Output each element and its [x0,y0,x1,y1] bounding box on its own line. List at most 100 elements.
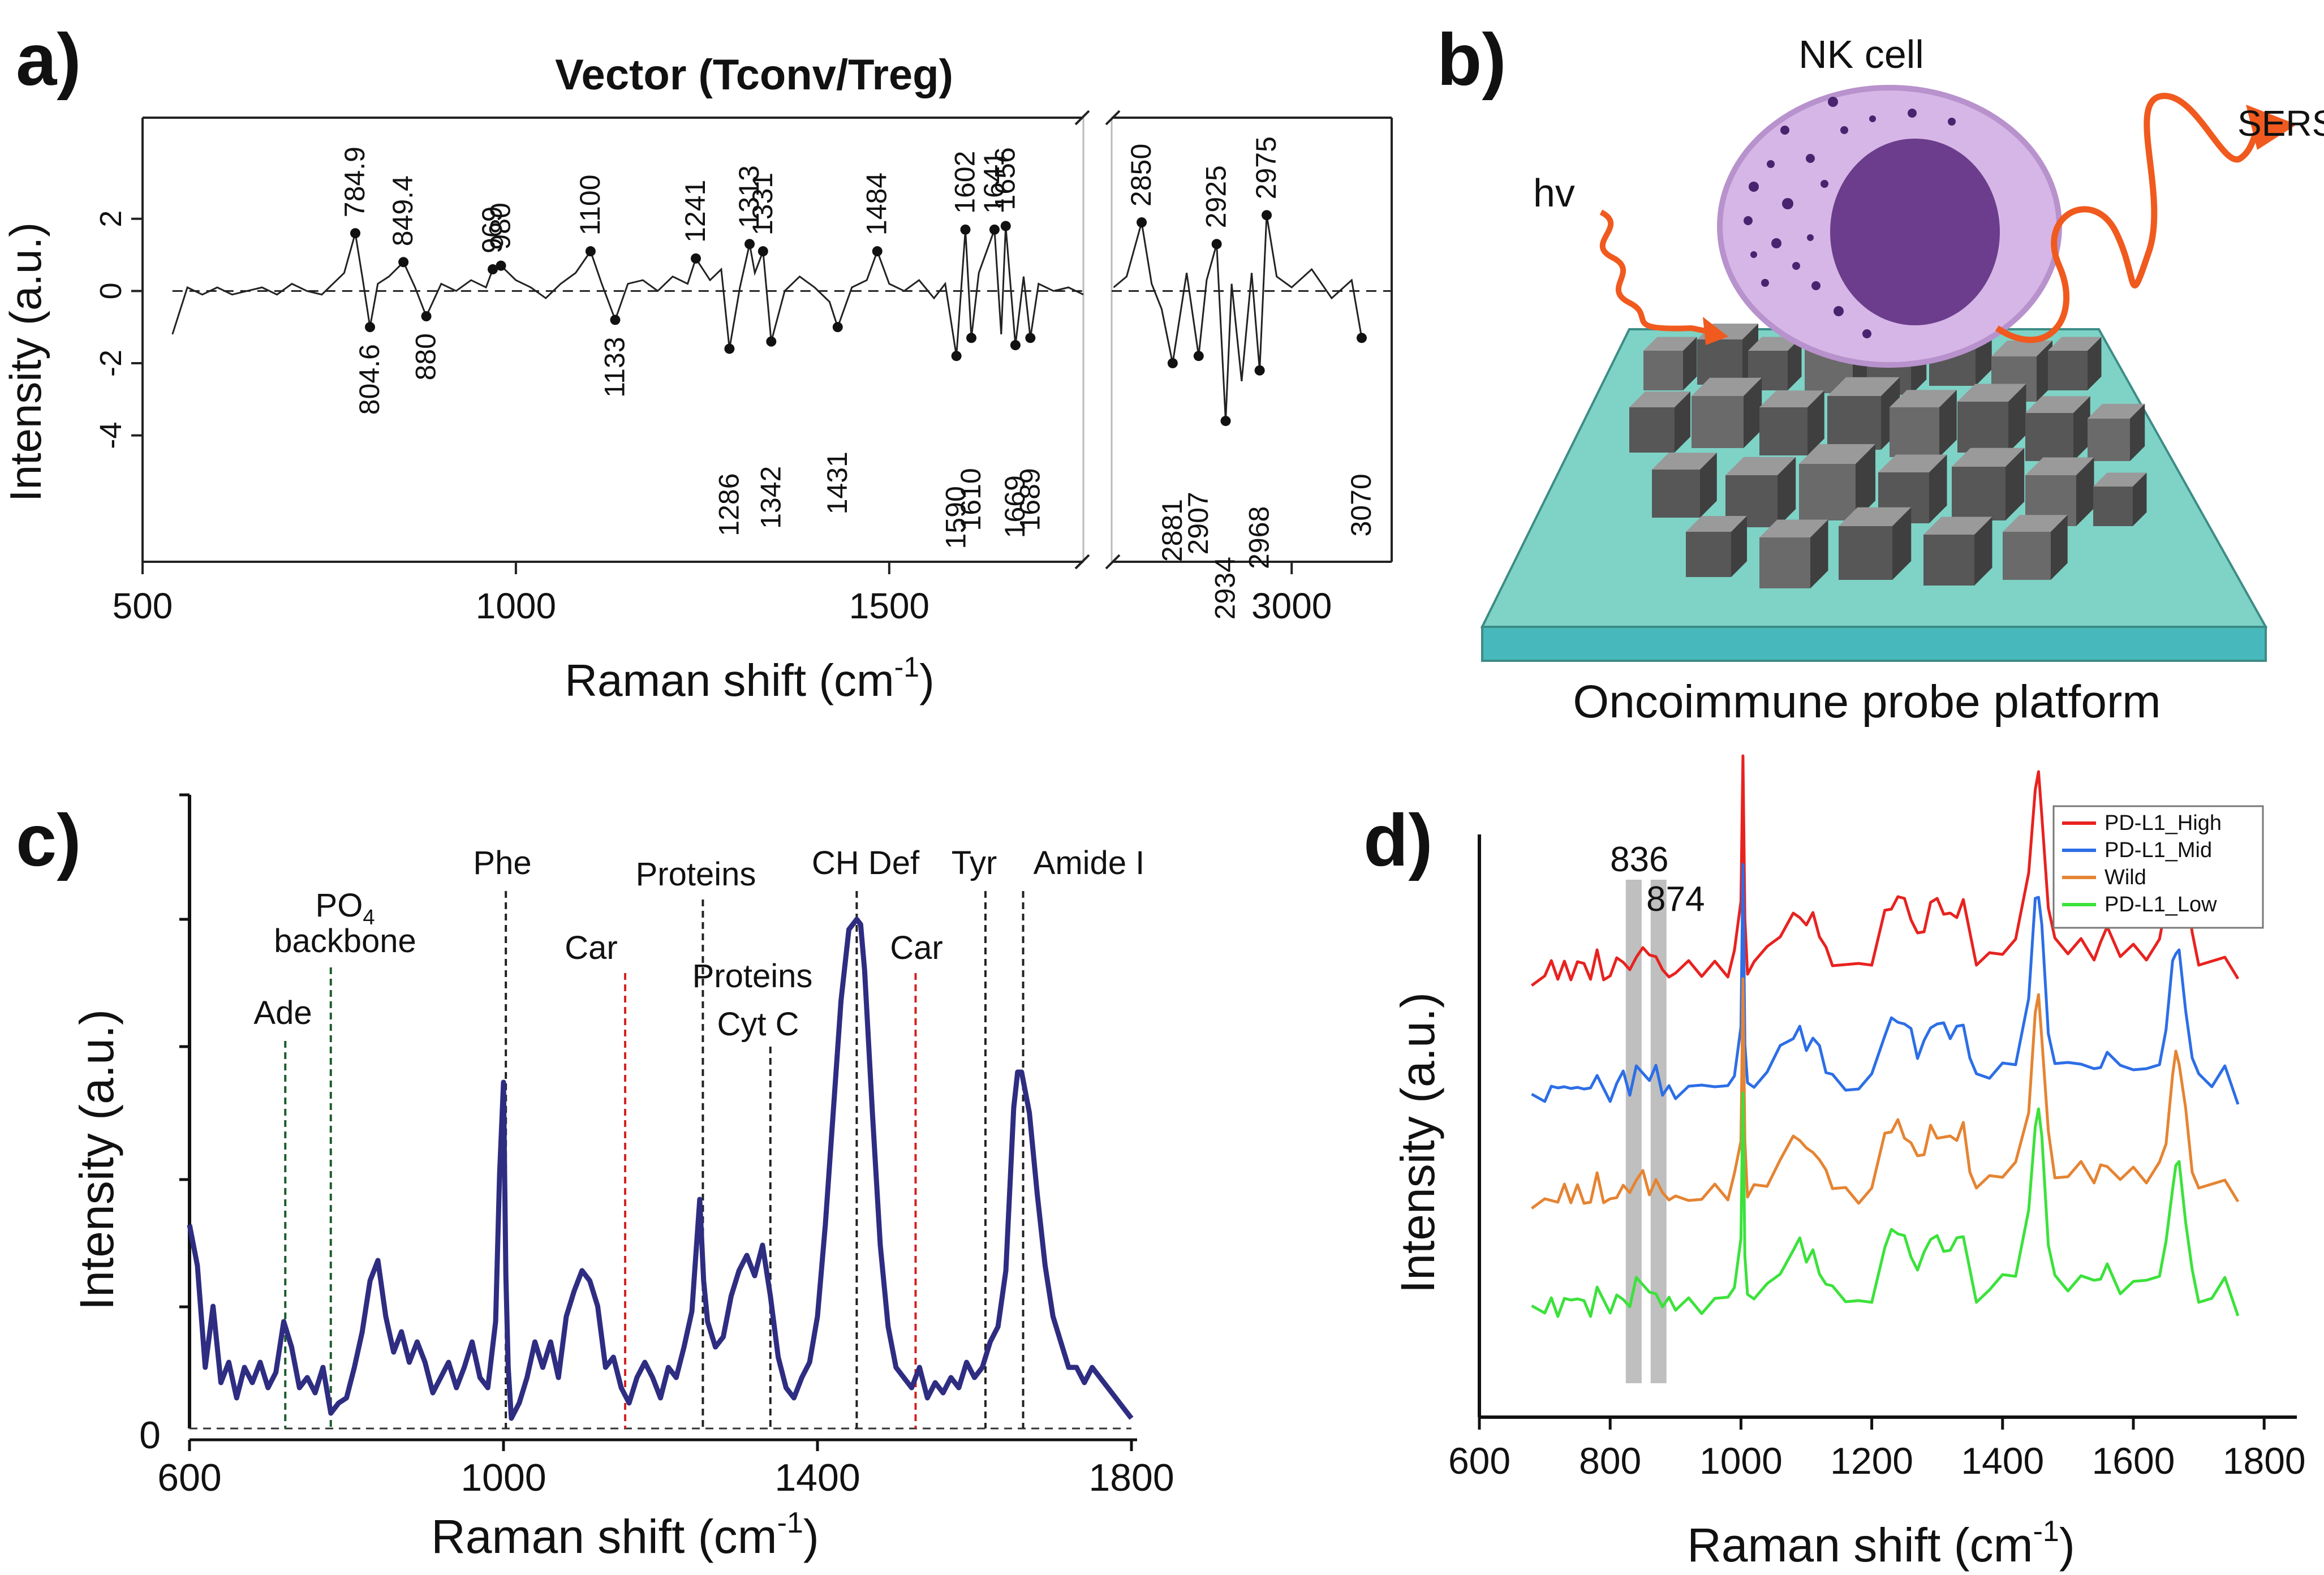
nanocube [1629,391,1690,453]
panel-c-reference-label: Amide I [1034,845,1145,881]
panel-c-series [187,916,1134,1421]
nanocube-side [1929,454,1947,523]
panel-d-legend-label: Wild [2104,866,2146,889]
panel-a-peak-label: 1286 [713,473,744,536]
panel-d-label: d) [1363,799,1433,881]
panel-c-x-ticks: 600 1000 1400 1800 [157,1440,1174,1499]
nanocube-top [2025,396,2090,413]
nanocube-top [1799,444,1875,464]
panel-d-legend: PD-L1_High PD-L1_Mid Wild PD-L1_Low [2052,805,2264,929]
panel-a-peak-label: 880 [410,333,442,380]
panel-d-axes [1478,834,2297,1419]
panel-a-peak-label: 1610 [955,468,987,531]
nanocube-side [1810,519,1828,588]
panel-d-legend-label: PD-L1_Low [2104,893,2217,916]
panel-a-peak-marker [398,257,409,268]
nanocube-side [2076,457,2094,526]
nanocube [2093,472,2147,526]
panel-a-peak-label: 3070 [1345,474,1377,536]
panel-c-reference-label: Tyr [952,845,997,881]
nanocube-front [2048,351,2088,390]
panel-a-y-tick-label: -2 [94,350,128,377]
nanocube-side [1778,457,1796,527]
panel-c-reference-label: CH Def [812,845,920,881]
nanocube-top [2025,457,2094,475]
nanocube-front [1827,396,1881,450]
panel-a-peak-label: 1133 [599,337,630,398]
panel-a-peak-label: 1669 [999,475,1031,538]
panel-c-reference-label: Phe [473,845,531,881]
cell-granule [1908,109,1917,118]
panel-a-peak-marker [724,343,735,354]
nanocube [1652,453,1717,518]
nanocube-side [2088,337,2102,390]
cell-granule [1948,118,1956,126]
cell-granule [1767,160,1775,168]
panel-a-peak-marker [744,239,755,249]
panel-a-peak-label: 1313 [733,165,765,228]
nanocube-top [2093,472,2147,487]
panel-a-peak-label: 784.9 [339,147,371,217]
nanocube [1759,519,1828,588]
panel-c-reference-label: Cyt C [717,1006,799,1043]
nanocube [1957,384,2026,453]
nanocube-front [1629,407,1675,453]
panel-a-peak-label: 1100 [574,175,606,236]
panel-a-series-line-1 [171,226,1084,356]
cell-granule [1780,126,1789,135]
panel-d-series-line [1531,977,2240,1210]
nanocube-front [1890,407,1939,457]
nanocube-front [2088,419,2130,461]
panel-a-peak-label: 980 [485,203,517,249]
panel-a-peak-label: 1241 [679,180,711,243]
cell-granules [1744,97,1956,338]
panel-a-peak-label: 1331 [747,173,778,235]
nanocube-side [2133,472,2147,526]
panel-b-label: b) [1437,18,1507,101]
panel-a-series [171,215,1363,421]
cell-granule [1828,97,1838,107]
panel-a-peak-label: 1641 [978,151,1010,214]
panel-c-reference-label: Car [890,929,942,966]
nanocube-side [1974,517,1992,586]
nanocube [2088,403,2145,461]
panel-c-label: c) [16,799,81,881]
panel-a-x-tick-label: 3000 [1251,586,1332,626]
nanocube-side [1683,337,1697,390]
nanocube-side [2005,447,2025,520]
nanocube-side [1675,391,1690,453]
nanocube [2025,396,2090,461]
panel-c-x-tick-label: 1000 [461,1456,546,1499]
panel-a-peak-marker [610,315,621,325]
nanocube [1643,337,1697,390]
panel-a-peak-marker [365,322,376,333]
nanocube-front [2093,487,2133,526]
panel-a-y-ticks: 2 0 -2 -4 [94,210,143,449]
cell-granule [1862,329,1871,338]
nanocube-side [1807,390,1824,455]
cell-granule [1744,216,1753,225]
nk-cell-label: NK cell [1798,32,1924,76]
nanocube-side [2008,384,2026,453]
nanocube-top [1839,507,1912,526]
nanocube-front [1759,537,1810,588]
nanocube-front [2025,413,2073,461]
panel-c-spectrum-line [187,916,1134,1421]
nanocube-front [1643,351,1683,390]
nanocube-side [1939,390,1957,457]
sers-signal-arrow [1995,93,2270,343]
panel-a-peak-marker [951,351,962,362]
nanocube [1827,377,1900,450]
cell-granule [1840,126,1848,134]
nanocube-front [2003,532,2051,580]
nanocube [1890,390,1957,457]
panel-a-peak-marker [989,224,1000,235]
cell-granule [1750,251,1757,258]
nanocube-top [1692,377,1762,396]
panel-a-x-tick-label: 500 [113,586,173,626]
panel-d-series [1531,754,2240,1318]
nanocube-top [2048,337,2102,351]
panel-a-x-tick-label: 1500 [849,586,929,626]
incoming-light-arrow [1599,209,1720,337]
